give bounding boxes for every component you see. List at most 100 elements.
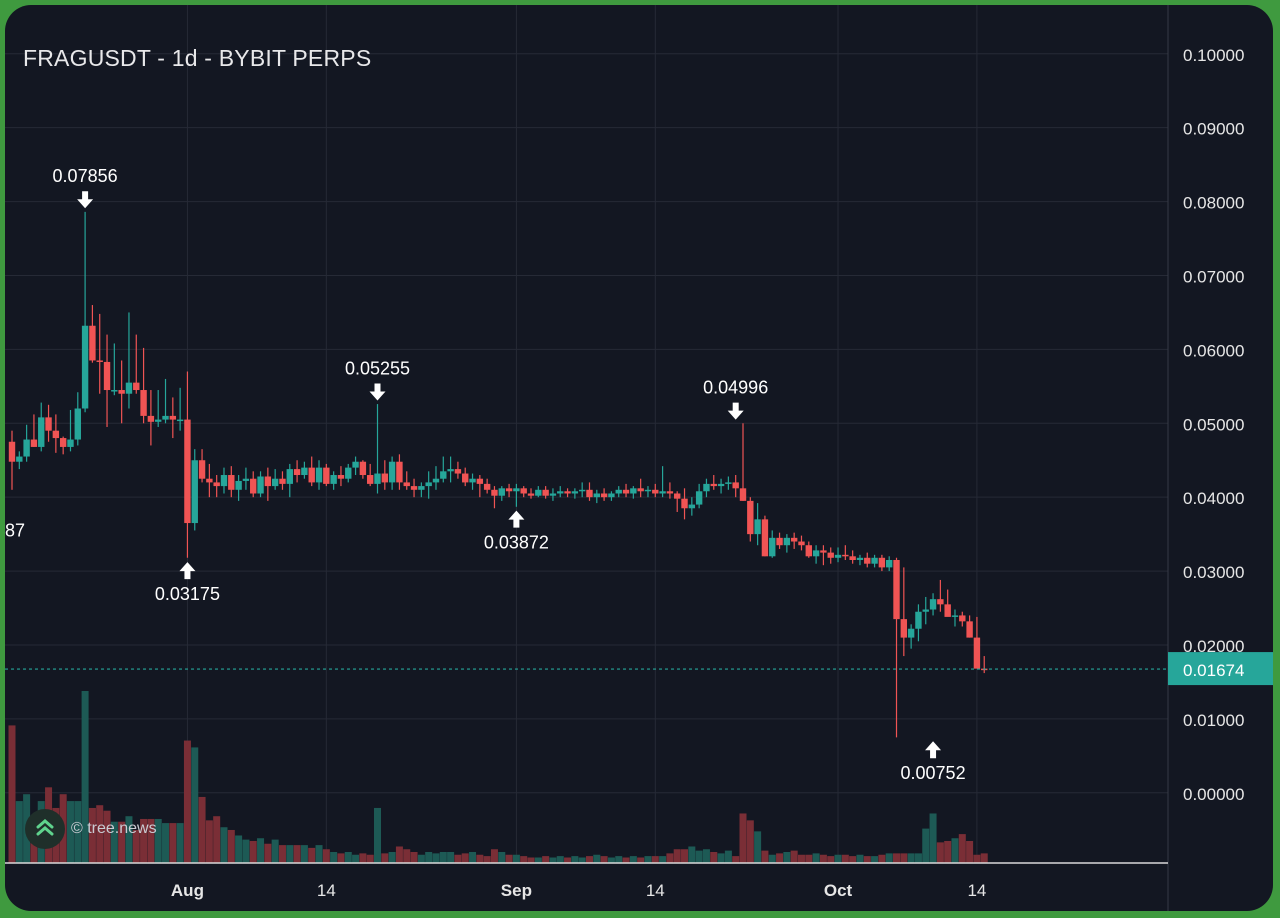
candle-body bbox=[703, 483, 710, 492]
candle-body bbox=[30, 439, 38, 447]
candle-body bbox=[783, 537, 791, 546]
volume-bar bbox=[461, 853, 469, 863]
candle-body bbox=[483, 483, 491, 490]
volume-bar bbox=[227, 829, 235, 863]
candle-body bbox=[878, 557, 886, 568]
volume-bar bbox=[235, 835, 243, 863]
last-price-badge bbox=[1168, 652, 1273, 686]
candle-body bbox=[462, 473, 469, 483]
candle-body bbox=[432, 478, 440, 483]
candle-body bbox=[410, 486, 418, 490]
volume-bar bbox=[417, 854, 425, 863]
volume-bar bbox=[607, 857, 615, 863]
candle-body bbox=[59, 438, 67, 447]
volume-bar bbox=[490, 849, 498, 863]
high-annotation: 0.05255 bbox=[345, 358, 410, 401]
candle-body bbox=[198, 460, 206, 479]
volume-bar bbox=[966, 840, 974, 863]
candle-body bbox=[864, 557, 871, 564]
candle-body bbox=[630, 488, 637, 494]
candle-body bbox=[659, 491, 666, 494]
volume-bar bbox=[293, 845, 301, 863]
volume-bar bbox=[739, 813, 747, 863]
candle-body bbox=[951, 615, 959, 617]
candle-body bbox=[571, 491, 579, 494]
candle-body bbox=[849, 556, 856, 561]
candle-body bbox=[637, 488, 644, 492]
candle-body bbox=[608, 493, 615, 498]
candle-body bbox=[754, 519, 761, 535]
volume-bar bbox=[834, 854, 842, 863]
chart-title: FRAGUSDT - 1d - BYBIT PERPS bbox=[23, 45, 372, 71]
candle-body bbox=[133, 382, 140, 391]
candle-body bbox=[842, 554, 849, 557]
volume-bar bbox=[695, 850, 703, 863]
volume-bar bbox=[125, 816, 133, 863]
volume-bar bbox=[410, 851, 418, 863]
candle-body bbox=[374, 473, 381, 484]
volume-bar bbox=[132, 829, 140, 863]
volume-bar bbox=[615, 856, 623, 863]
volume-bar bbox=[732, 856, 740, 863]
volume-bar bbox=[96, 805, 104, 863]
candle-body bbox=[81, 325, 89, 409]
volume-bar bbox=[425, 851, 433, 863]
high-annotation: 0.07856 bbox=[53, 166, 118, 209]
arrow-up-icon bbox=[925, 741, 942, 759]
candle-body bbox=[732, 482, 739, 489]
volume-bar bbox=[191, 747, 199, 863]
candle-body bbox=[23, 439, 30, 457]
time-axis[interactable]: Aug 14 Sep 14 Oct 14 bbox=[5, 862, 1168, 900]
volume-bar bbox=[571, 856, 579, 863]
watermark-text: © tree.news bbox=[71, 820, 157, 837]
candle-body bbox=[695, 491, 703, 505]
volume-bar bbox=[520, 856, 528, 863]
candle-body bbox=[293, 469, 301, 476]
arrow-down-icon bbox=[77, 191, 94, 209]
candle-body bbox=[454, 469, 462, 474]
price-tick-label: 0.08000 bbox=[1183, 194, 1244, 213]
price-tick-label: 0.10000 bbox=[1183, 46, 1244, 65]
candle-body bbox=[396, 461, 403, 483]
candle-body bbox=[440, 471, 447, 479]
volume-bar bbox=[527, 857, 535, 863]
candle-body bbox=[893, 560, 900, 620]
volume-bar bbox=[344, 851, 352, 863]
price-axis[interactable]: 0.10000 0.09000 0.08000 0.07000 0.06000 0.050… bbox=[5, 5, 1273, 911]
candle-body bbox=[937, 599, 944, 605]
candle-body bbox=[739, 488, 747, 501]
volume-bar bbox=[893, 853, 901, 863]
candle-body bbox=[959, 615, 966, 622]
candle-body bbox=[717, 483, 725, 487]
candle-body bbox=[337, 475, 345, 479]
volume-bar bbox=[454, 854, 462, 863]
volume-bar bbox=[198, 796, 206, 863]
candle-body bbox=[425, 482, 432, 487]
low-annotation: 0.03872 bbox=[484, 510, 549, 553]
time-tick-label: 14 bbox=[646, 881, 665, 900]
volume-bar bbox=[381, 853, 389, 863]
candlestick-chart[interactable]: 0.07856 0.03175 0.05255 0.03872 0.04996 0.007… bbox=[5, 5, 1273, 911]
volume-bar bbox=[790, 850, 798, 863]
volume-bars bbox=[8, 691, 988, 863]
time-tick-label: 14 bbox=[967, 881, 986, 900]
volume-bar bbox=[914, 853, 922, 863]
candle-body bbox=[147, 415, 155, 422]
candle-body bbox=[469, 478, 476, 483]
candle-body bbox=[381, 473, 389, 483]
volume-bar bbox=[447, 851, 455, 863]
candle-body bbox=[111, 390, 118, 392]
candle-body bbox=[688, 504, 696, 509]
volume-bar bbox=[958, 834, 966, 863]
arrow-up-icon bbox=[179, 562, 196, 580]
volume-bar bbox=[878, 854, 886, 863]
candle-body bbox=[491, 489, 498, 496]
volume-bar bbox=[505, 854, 513, 863]
price-tick-label: 0.02000 bbox=[1183, 637, 1244, 656]
candle-body bbox=[710, 483, 717, 487]
candle-body bbox=[600, 493, 608, 498]
candle-body bbox=[352, 461, 359, 468]
volume-bar bbox=[556, 856, 564, 863]
volume-bar bbox=[651, 856, 659, 863]
volume-bar bbox=[754, 831, 762, 863]
